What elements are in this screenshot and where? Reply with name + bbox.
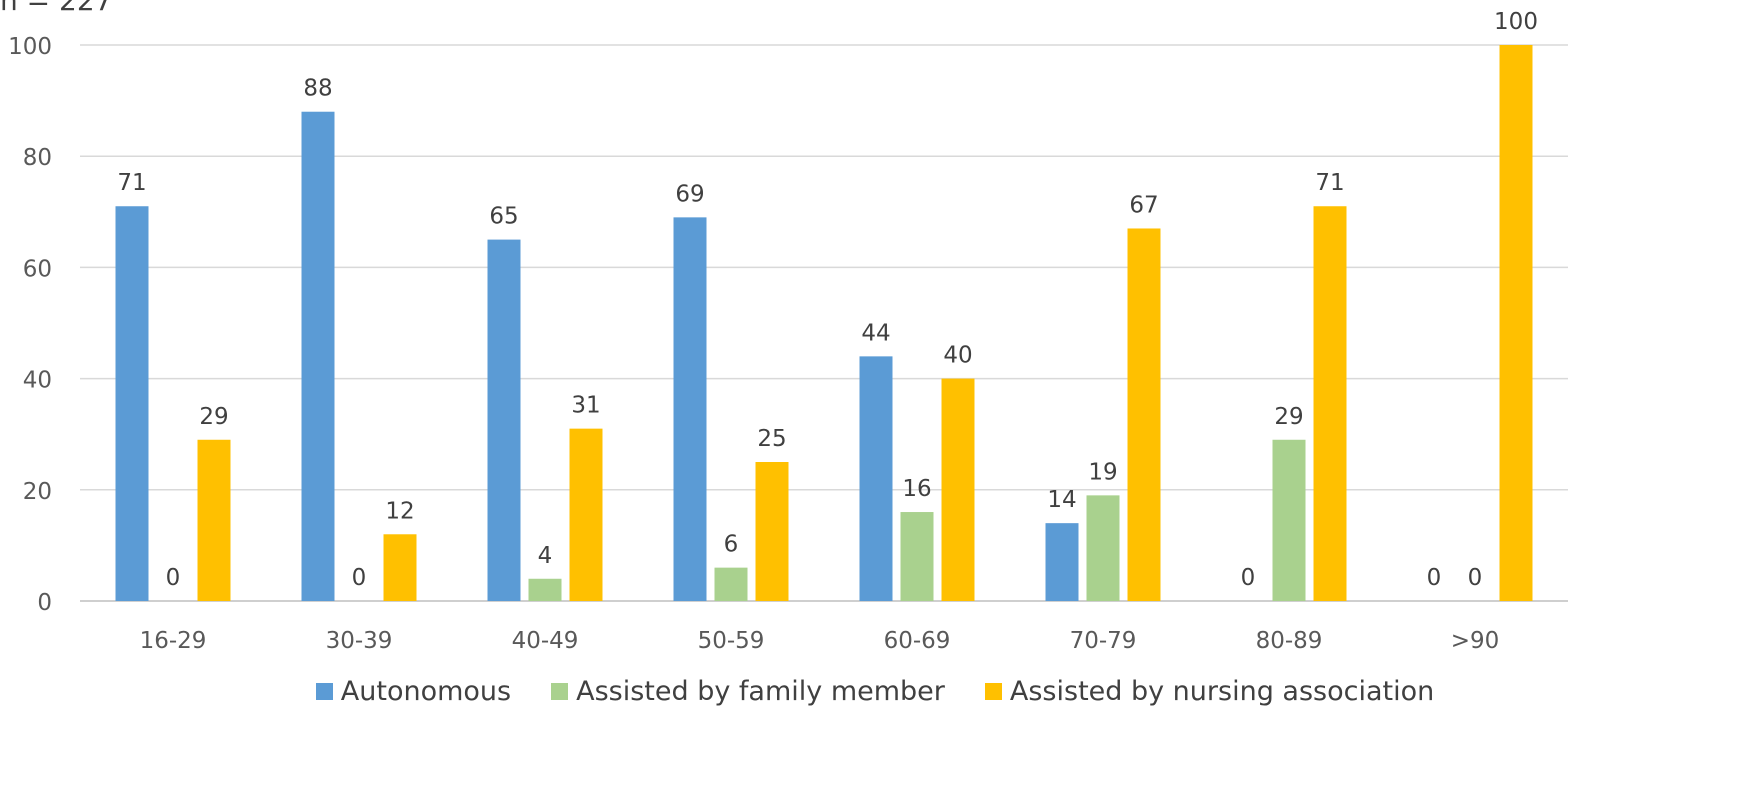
data-label: 31 <box>571 393 600 419</box>
legend-item-autonomous: Autonomous <box>315 676 512 707</box>
bar-assisted-by-nursing-association-80-89 <box>1313 206 1347 602</box>
data-label: 40 <box>943 343 972 369</box>
bar-assisted-by-nursing-association-16-29 <box>197 439 231 601</box>
legend-label-autonomous: Autonomous <box>340 676 512 707</box>
legend-item-family: Assisted by family member <box>551 676 945 707</box>
x-tick-label: >90 <box>1451 628 1500 654</box>
bar-assisted-by-nursing-association-40-49 <box>569 428 603 601</box>
bar-assisted-by-family-member-40-49 <box>528 578 562 601</box>
data-label: 69 <box>675 181 704 207</box>
bar-autonomous-50-59 <box>673 217 707 602</box>
bar-assisted-by-family-member-70-79 <box>1086 495 1120 601</box>
data-label: 44 <box>861 320 890 346</box>
x-axis-tick-labels: 16-29 30-39 40-49 50-59 60-69 70-79 80-89 >90 <box>140 628 1500 654</box>
data-label: 0 <box>352 565 367 591</box>
data-label: 4 <box>538 543 553 569</box>
data-label: 100 <box>1494 9 1538 35</box>
data-label: 0 <box>1468 565 1483 591</box>
data-label: 25 <box>757 426 786 452</box>
x-tick-label: 80-89 <box>1256 628 1323 654</box>
bar-assisted-by-family-member-50-59 <box>714 567 748 601</box>
bars <box>115 45 1533 602</box>
sample-size-note: n = 227 <box>0 0 113 17</box>
bar-assisted-by-family-member-60-69 <box>900 512 934 601</box>
bar-autonomous-16-29 <box>115 206 149 602</box>
bar-autonomous-60-69 <box>859 356 893 601</box>
bar-assisted-by-nursing-association-60-69 <box>941 378 975 601</box>
y-tick-label: 20 <box>23 479 52 505</box>
data-label: 88 <box>303 76 332 102</box>
y-tick-label: 40 <box>23 368 52 394</box>
data-label: 0 <box>166 565 181 591</box>
legend-label-family: Assisted by family member <box>576 676 945 707</box>
data-label: 19 <box>1088 459 1117 485</box>
bar-autonomous-30-39 <box>301 111 335 601</box>
legend-label-nursing: Assisted by nursing association <box>1009 676 1435 707</box>
data-label: 29 <box>1274 404 1303 430</box>
data-label: 12 <box>385 498 414 524</box>
y-tick-label: 60 <box>23 256 52 282</box>
y-tick-label: 0 <box>37 590 52 616</box>
y-axis-tick-labels: 0 20 40 60 80 100 <box>8 34 52 616</box>
bar-assisted-by-nursing-association-70-79 <box>1127 228 1161 602</box>
bar-autonomous-40-49 <box>487 239 521 601</box>
x-tick-label: 50-59 <box>698 628 765 654</box>
data-label: 0 <box>1427 565 1442 591</box>
x-tick-label: 30-39 <box>326 628 393 654</box>
x-tick-label: 60-69 <box>884 628 951 654</box>
bar-assisted-by-nursing-association-90 <box>1499 45 1533 601</box>
data-label: 0 <box>1241 565 1256 591</box>
legend-swatch-autonomous <box>315 683 333 700</box>
y-tick-label: 80 <box>23 145 52 171</box>
data-label: 71 <box>1315 170 1344 196</box>
x-tick-label: 40-49 <box>512 628 579 654</box>
data-label: 14 <box>1047 487 1076 513</box>
legend: Autonomous Assisted by family member Ass… <box>0 676 1750 707</box>
y-tick-label: 100 <box>8 34 52 60</box>
legend-swatch-family <box>551 683 569 700</box>
x-tick-label: 16-29 <box>140 628 207 654</box>
data-label: 29 <box>199 404 228 430</box>
data-label: 67 <box>1129 192 1158 218</box>
data-label: 6 <box>724 532 739 558</box>
data-label: 65 <box>489 204 518 230</box>
bar-assisted-by-family-member-80-89 <box>1272 439 1306 601</box>
x-tick-label: 70-79 <box>1070 628 1137 654</box>
data-label: 71 <box>117 170 146 196</box>
legend-item-nursing: Assisted by nursing association <box>984 676 1435 707</box>
bar-autonomous-70-79 <box>1045 523 1079 601</box>
legend-swatch-nursing <box>984 683 1002 700</box>
data-label: 16 <box>902 476 931 502</box>
bar-assisted-by-nursing-association-50-59 <box>755 462 789 601</box>
bar-assisted-by-nursing-association-30-39 <box>383 534 417 601</box>
